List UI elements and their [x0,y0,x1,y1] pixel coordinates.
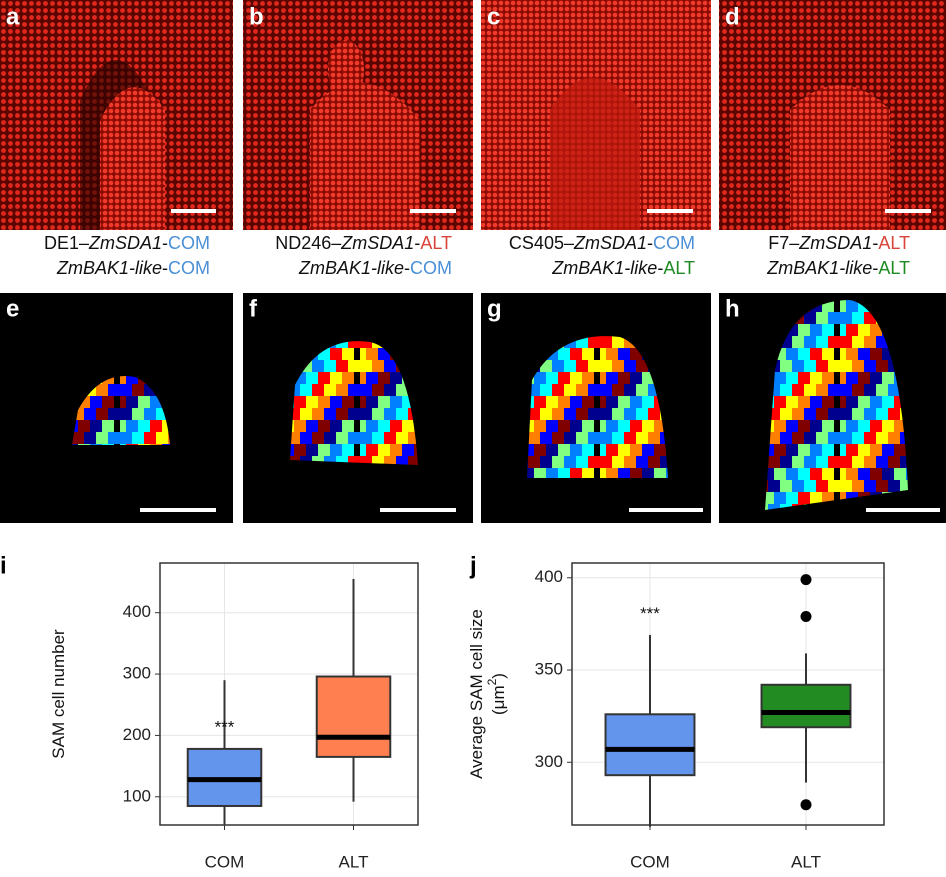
x-tick-label: COM [205,852,245,871]
caption-part: - [162,233,168,253]
y-axis-title-part: Average SAM cell size [467,609,486,779]
caption: ND246–ZmSDA1-ALT [275,233,452,253]
caption-part: ZmSDA1 [798,233,872,253]
caption-part: - [657,258,663,278]
y-axis-title-part: 2 [485,678,499,685]
panel-label: i [0,552,7,579]
annotation: *** [215,718,235,737]
caption-part: ZmSDA1 [340,233,414,253]
plot-frame [571,562,885,826]
y-axis-title-part: (μm [489,685,508,715]
box [315,675,392,758]
panel-label: h [725,295,740,322]
y-tick-label: 300 [123,664,151,683]
caption-part: ZmSDA1 [573,233,647,253]
caption-part: DE1– [44,233,89,253]
panel-label: j [469,552,477,579]
y-tick-label: 350 [535,659,563,678]
caption-part: - [872,258,878,278]
panel-label: a [6,3,20,30]
caption: ZmBAK1-like-ALT [551,258,695,278]
x-tick-label: COM [630,852,670,871]
caption-part: ZmBAK1-like [298,258,404,278]
y-axis-title-part: SAM cell number [49,629,68,759]
caption-part: ZmBAK1-like [766,258,872,278]
caption-part: ALT [878,258,910,278]
caption-part: - [872,233,878,253]
caption: CS405–ZmSDA1-COM [509,233,695,253]
panel-label: c [487,3,500,30]
x-tick-label: ALT [339,852,369,871]
caption-part: COM [168,233,210,253]
caption-part: CS405– [509,233,574,253]
caption-part: COM [168,258,210,278]
caption-part: - [162,258,168,278]
outlier [800,611,812,623]
box [604,713,696,777]
caption-part: - [414,233,420,253]
y-tick-label: 100 [123,786,151,805]
y-tick-label: 300 [535,752,563,771]
panel-label: g [487,295,502,322]
y-tick-label: 400 [535,567,563,586]
caption-part: ALT [420,233,452,253]
x-tick-label: ALT [791,852,821,871]
caption-part: ZmSDA1 [88,233,162,253]
outlier [800,574,812,586]
caption: ZmBAK1-like-ALT [766,258,910,278]
panels [0,0,946,523]
annotation: *** [640,604,660,623]
caption-part: ND246– [275,233,341,253]
caption: ZmBAK1-like-COM [298,258,452,278]
plot-frame [159,562,419,826]
caption-part: - [404,258,410,278]
caption-part: COM [410,258,452,278]
y-axis-title: Average SAM cell size (μm2) [467,609,508,779]
panel-label: d [725,3,740,30]
caption: ZmBAK1-like-COM [56,258,210,278]
caption: F7–ZmSDA1-ALT [768,233,910,253]
y-axis-title-part: ) [489,673,508,679]
outlier [800,799,812,811]
caption-part: - [647,233,653,253]
y-axis-title: SAM cell number [49,629,68,759]
y-tick-label: 400 [123,602,151,621]
panel-label: e [6,295,19,322]
caption-part: F7– [768,233,799,253]
caption-part: ZmBAK1-like [56,258,162,278]
caption-part: COM [653,233,695,253]
caption-part: ZmBAK1-like [551,258,657,278]
panel-label: b [249,3,264,30]
box [760,683,852,729]
panel-label: f [249,295,258,322]
caption: DE1–ZmSDA1-COM [44,233,210,253]
y-tick-label: 200 [123,725,151,744]
caption-part: ALT [663,258,695,278]
caption-part: ALT [878,233,910,253]
